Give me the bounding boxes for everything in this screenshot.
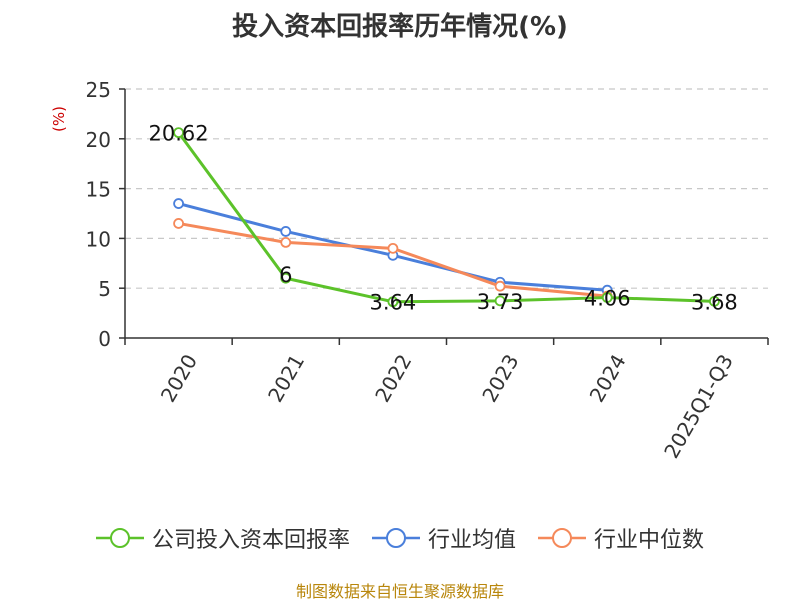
y-tick-label: 10 <box>86 227 111 251</box>
data-point <box>280 236 292 248</box>
data-label: 3.64 <box>370 291 417 315</box>
data-point <box>494 295 506 307</box>
y-tick-label: 20 <box>86 128 111 152</box>
line-chart: 0 5 10 15 20 25 2020 2021 2022 2023 2024 2025Q1-Q3 2… <box>86 78 769 462</box>
x-tick-label: 2024 <box>585 350 631 406</box>
legend-marker <box>538 528 586 548</box>
data-point <box>387 242 399 254</box>
data-point <box>494 280 506 292</box>
y-tick-label: 25 <box>86 78 111 102</box>
source-note: 制图数据来自恒生聚源数据库 <box>295 582 504 601</box>
data-point <box>173 127 184 139</box>
data-point <box>280 226 292 237</box>
data-point <box>173 198 184 209</box>
series-line <box>177 131 715 304</box>
data-label: 3.68 <box>691 290 738 314</box>
legend-item: 公司投入资本回报率 <box>95 522 350 554</box>
x-tick-label: 2021 <box>263 350 309 406</box>
data-point <box>387 296 399 308</box>
y-tick-label: 5 <box>98 277 111 301</box>
y-tick-label: 15 <box>86 178 111 202</box>
data-label: 20.62 <box>149 122 209 146</box>
data-point <box>601 292 613 303</box>
legend-marker <box>95 528 144 548</box>
legend-label: 行业中位数 <box>594 528 705 553</box>
chart-title: 投入资本回报率历年情况(%) <box>232 12 568 42</box>
legend-item: 行业中位数 <box>538 522 704 554</box>
y-tick-label: 0 <box>98 327 111 351</box>
data-label: 6 <box>279 263 292 287</box>
data-label: 4.06 <box>584 287 631 311</box>
x-tick-label: 2020 <box>156 350 202 406</box>
x-tick-label: 2022 <box>370 350 416 406</box>
data-point <box>280 272 292 284</box>
legend-label: 公司投入资本回报率 <box>151 528 350 553</box>
data-point <box>709 295 720 307</box>
legend: 公司投入资本回报率 行业均值 行业中位数 <box>0 518 800 558</box>
data-label: 3.73 <box>477 290 524 314</box>
legend-item: 行业均值 <box>371 522 516 554</box>
data-point <box>173 218 184 229</box>
legend-marker <box>371 528 420 548</box>
x-tick-label: 2023 <box>477 350 523 406</box>
x-tick-label: 2025Q1-Q3 <box>659 350 738 462</box>
legend-label: 行业均值 <box>427 528 516 553</box>
